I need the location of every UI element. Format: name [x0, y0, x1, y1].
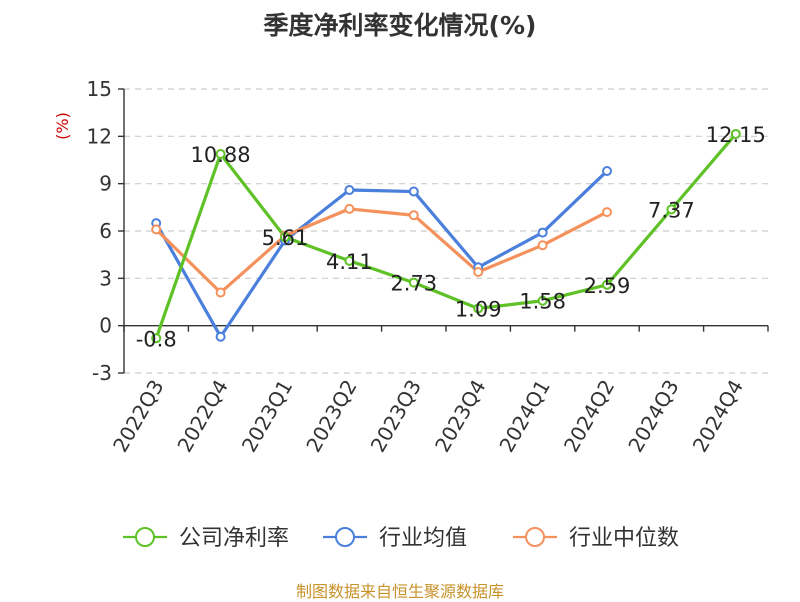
- data-point: [344, 203, 355, 214]
- data-point: [408, 277, 419, 288]
- data-point: [215, 331, 226, 342]
- y-tick-label: 6: [99, 219, 112, 243]
- x-tick-label: 2023Q2: [301, 376, 361, 457]
- data-label: 2.59: [584, 274, 631, 298]
- legend-marker: [525, 527, 545, 547]
- data-point: [602, 279, 612, 290]
- y-tick-label: 15: [87, 77, 112, 101]
- y-axis-label: (%): [53, 112, 72, 140]
- series-line: [154, 132, 738, 339]
- data-point: [473, 267, 484, 278]
- data-point: [473, 303, 484, 314]
- y-tick-label: -3: [92, 361, 112, 385]
- data-point: [730, 128, 741, 139]
- legend-label: 行业均值: [379, 526, 467, 551]
- data-label: 2.73: [390, 272, 437, 296]
- data-point: [602, 207, 612, 218]
- data-point: [537, 227, 548, 238]
- data-point: [537, 240, 548, 251]
- data-label: 5.61: [262, 226, 309, 250]
- data-point: [215, 149, 226, 160]
- data-point: [344, 255, 355, 266]
- axes: -3 0 3 6 9 12 15 2022Q3 2022Q4 2023Q1 2023Q2 2023Q3…: [53, 77, 769, 457]
- x-tick-label: 2023Q3: [366, 376, 426, 457]
- x-tick-label: 2024Q2: [559, 376, 619, 457]
- data-label: 1.58: [519, 290, 566, 314]
- x-tick-label: 2022Q3: [108, 376, 168, 457]
- data-label: 10.88: [191, 143, 251, 167]
- data-point: [344, 184, 355, 195]
- legend-label: 行业中位数: [569, 526, 679, 551]
- data-point: [537, 295, 548, 306]
- data-label: -0.8: [136, 327, 177, 351]
- data-label: 4.11: [326, 250, 373, 274]
- y-tick-label: 3: [99, 266, 112, 290]
- x-tick-label: 2024Q1: [494, 376, 554, 457]
- series-line: [155, 207, 608, 295]
- series-lines: [154, 132, 738, 339]
- y-tick-label: 12: [87, 124, 112, 148]
- data-labels: -0.8 10.88 5.61 4.11 2.73 1.09 1.58 2.59 7.37 12.…: [136, 123, 766, 351]
- y-tick-label: 0: [99, 314, 112, 338]
- data-label: 1.09: [455, 297, 502, 321]
- data-point: [408, 186, 419, 197]
- x-tick-label: 2024Q4: [688, 376, 748, 457]
- data-point: [280, 232, 290, 243]
- data-point: [151, 224, 162, 235]
- legend-marker: [135, 527, 155, 547]
- series-line: [154, 169, 609, 339]
- data-point: [408, 210, 419, 221]
- chart-title: 季度净利率变化情况(%): [263, 11, 537, 40]
- legend-label: 公司净利率: [179, 526, 289, 551]
- x-tick-label: 2023Q4: [430, 376, 490, 457]
- x-tick-label: 2023Q1: [237, 376, 297, 457]
- data-point: [215, 287, 226, 298]
- data-label: 12.15: [706, 123, 766, 147]
- data-point: [151, 333, 162, 344]
- y-tick-label: 9: [99, 172, 112, 196]
- data-point: [666, 204, 677, 215]
- source-footnote: 制图数据来自恒生聚源数据库: [295, 582, 504, 601]
- x-tick-label: 2022Q4: [172, 376, 232, 457]
- legend: 公司净利率 行业均值 行业中位数: [123, 526, 679, 551]
- data-points: [151, 128, 741, 344]
- x-tick-label: 2024Q3: [623, 376, 683, 457]
- legend-marker: [335, 527, 355, 547]
- data-label: 7.37: [648, 198, 695, 222]
- data-point: [602, 166, 612, 177]
